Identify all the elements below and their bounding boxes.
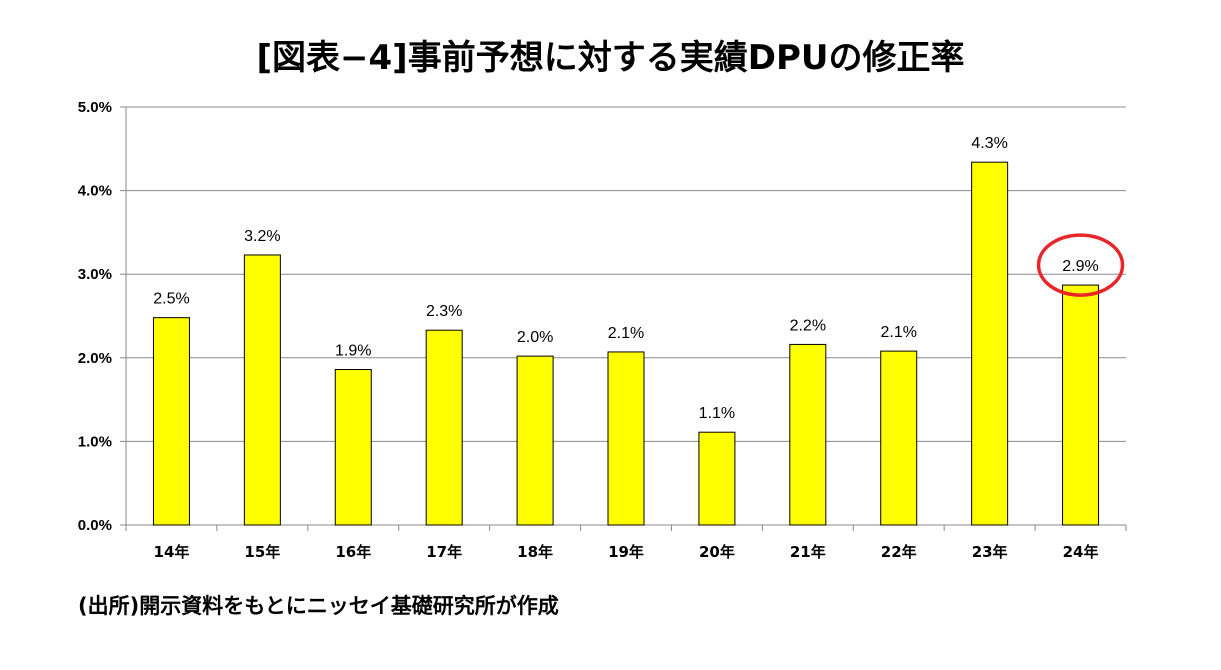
highlight-circle [1036,233,1125,297]
bar [607,351,645,526]
data-label: 2.1% [880,324,916,341]
bar [516,355,554,526]
y-tick-label: 3.0% [78,266,112,283]
data-label: 2.5% [153,291,189,308]
x-tick-label: 19年 [608,543,644,561]
y-tick-label: 4.0% [78,183,112,200]
data-label: 2.1% [608,325,644,342]
x-tick-label: 18年 [517,543,553,561]
data-label: 1.9% [335,343,371,360]
data-label: 2.2% [790,317,826,334]
bar [971,161,1009,526]
data-label: 2.3% [426,303,462,320]
bar [789,343,827,526]
source-note: (出所)開示資料をもとにニッセイ基礎研究所が作成 [78,594,559,618]
bar [425,329,463,526]
bar [698,431,736,526]
bar [1062,284,1100,526]
bar [243,254,281,526]
x-tick-label: 16年 [335,543,371,561]
bar [880,350,918,526]
data-label: 4.3% [971,135,1007,152]
data-label: 2.0% [517,329,553,346]
x-tick-label: 21年 [790,543,826,561]
bar [334,369,372,526]
data-label: 2.9% [1062,258,1098,275]
bar [152,317,190,526]
x-tick-label: 15年 [244,543,280,561]
x-tick-label: 22年 [881,543,917,561]
x-tick-label: 14年 [154,543,190,561]
y-tick-label: 2.0% [78,350,112,367]
chart-title: [図表−4]事前予想に対する実績DPUの修正率 [256,38,965,78]
y-tick-label: 0.0% [78,517,112,534]
data-label: 3.2% [244,228,280,245]
x-tick-label: 24年 [1063,543,1099,561]
y-tick-label: 1.0% [78,433,112,450]
data-label: 1.1% [699,405,735,422]
y-tick-label: 5.0% [78,99,112,116]
x-tick-label: 20年 [699,543,735,561]
x-tick-label: 23年 [972,543,1008,561]
x-tick-label: 17年 [426,543,462,561]
